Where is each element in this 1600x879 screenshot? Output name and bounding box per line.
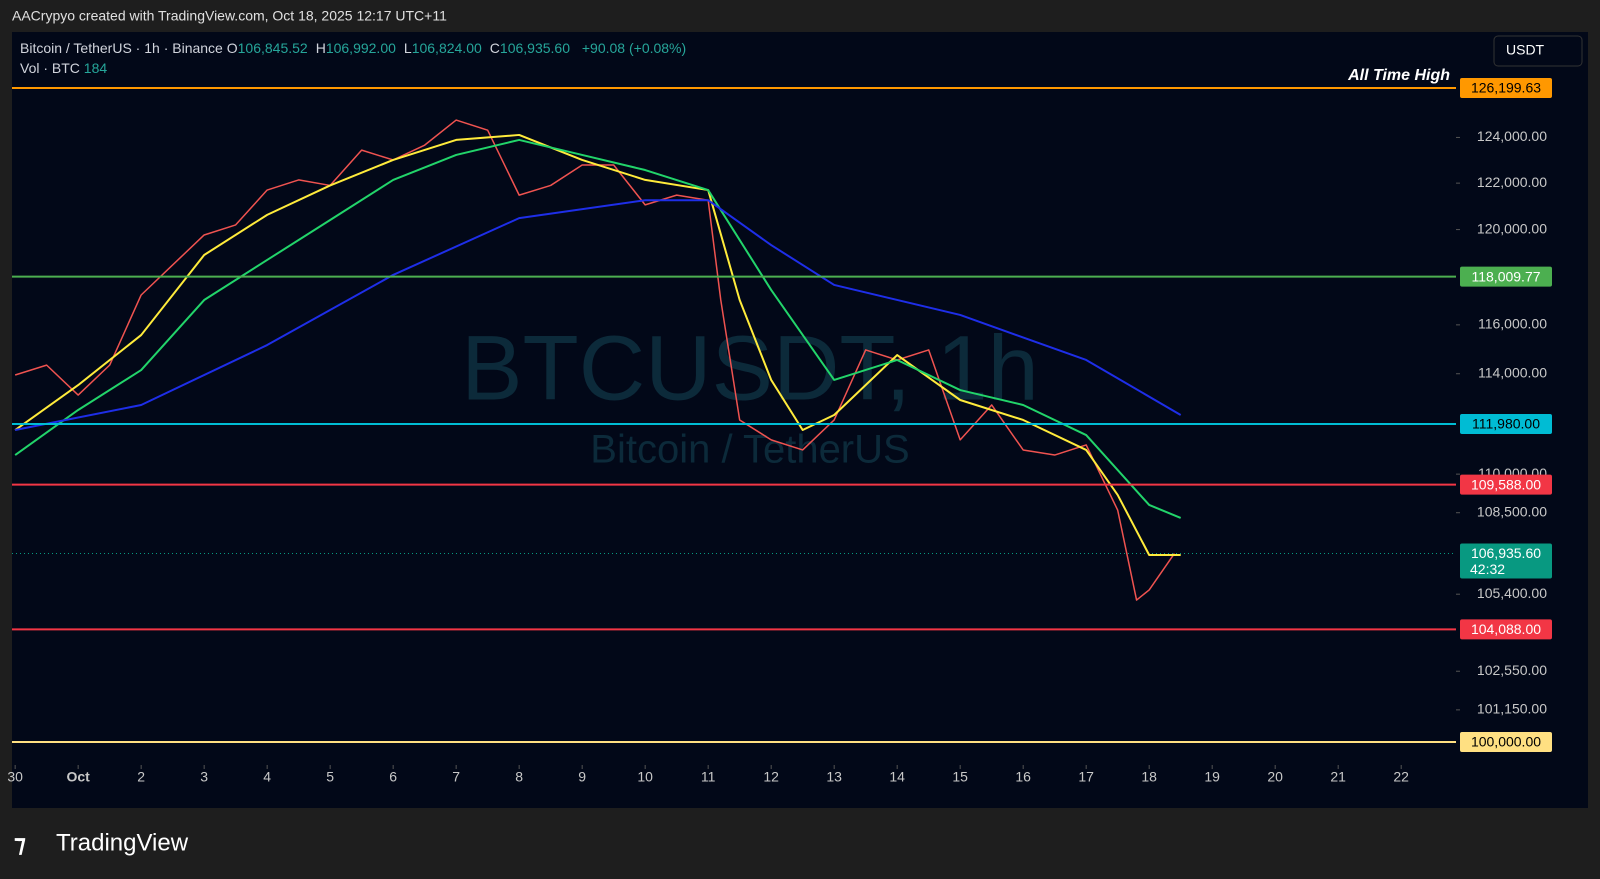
currency-button[interactable]: [1493, 35, 1583, 67]
y-tick-label: 108,500.00: [1477, 503, 1547, 519]
y-tick-label: 122,000.00: [1477, 174, 1547, 190]
level-badge: [1460, 732, 1552, 753]
level-badge: [1460, 413, 1552, 434]
last-price-label: 106,935.60: [1471, 545, 1541, 561]
y-tick-label: 102,550.00: [1477, 662, 1547, 678]
series-line: [14, 119, 1175, 601]
x-tick-label: 18: [1141, 769, 1157, 785]
symbol: Bitcoin / TetherUS · 1h · Binance: [20, 40, 223, 56]
x-tick-label: 6: [389, 769, 397, 785]
x-tick-label: 30: [7, 769, 23, 785]
level-label: 126,199.63: [1471, 80, 1541, 96]
y-tick-label: 101,150.00: [1477, 701, 1547, 717]
y-tick-label: 120,000.00: [1477, 220, 1547, 236]
chart-panel: [12, 32, 1588, 808]
ohlc-key: O: [226, 40, 238, 56]
level-note: All Time High: [1347, 67, 1450, 84]
x-tick-label: 22: [1393, 769, 1409, 785]
level-label: 118,009.77: [1471, 268, 1540, 284]
x-tick-label: 15: [952, 769, 968, 785]
x-tick-label: 12: [763, 769, 779, 785]
x-tick-label: 8: [515, 769, 523, 785]
x-tick-label: 16: [1015, 769, 1031, 785]
ohlc-key: C: [489, 40, 500, 56]
legend: Bitcoin / TetherUS · 1h · Binance O106,8…: [20, 40, 694, 56]
level-badge: [1460, 474, 1552, 495]
x-tick-label: 4: [263, 769, 271, 785]
change: +90.08 (+0.08%): [581, 40, 687, 56]
x-tick-label: Oct: [66, 769, 90, 785]
brand-icon: ⁊: [14, 830, 26, 857]
x-tick-label: 20: [1267, 769, 1283, 785]
y-tick-label: 114,000.00: [1478, 364, 1547, 380]
level-badge: [1460, 78, 1552, 99]
series-line: [14, 199, 1182, 432]
ohlc-value: 106,845.52: [237, 40, 308, 56]
volume-label: Vol · BTC: [20, 60, 80, 76]
y-tick-label: 105,400.00: [1477, 585, 1547, 601]
level-badge: [1460, 619, 1552, 640]
ohlc-value: 106,935.60: [499, 40, 570, 56]
x-tick-label: 14: [889, 769, 905, 785]
x-tick-label: 17: [1078, 769, 1094, 785]
x-tick-label: 11: [701, 769, 716, 785]
level-label: 104,088.00: [1471, 621, 1541, 637]
x-tick-label: 13: [826, 769, 842, 785]
volume-legend: Vol · BTC 184: [20, 60, 115, 76]
x-tick-label: 9: [578, 769, 586, 785]
countdown: 42:32: [1470, 561, 1505, 577]
level-badge: [1460, 266, 1552, 287]
x-tick-label: 10: [637, 769, 653, 785]
watermark-sub: Bitcoin / TetherUS: [590, 428, 909, 472]
watermark: BTCUSDT, 1h: [461, 317, 1039, 419]
level-label: 100,000.00: [1471, 734, 1541, 750]
level-label: 111,980.00: [1472, 416, 1540, 432]
ohlc-key: H: [315, 40, 326, 56]
currency-label[interactable]: USDT: [1506, 42, 1545, 58]
ohlc: O106,845.52 H106,992.00 L106,824.00 C106,93…: [227, 40, 578, 56]
last-price-badge: [1460, 543, 1552, 579]
y-tick-label: 124,000.00: [1477, 128, 1547, 144]
brand: TradingView: [56, 829, 189, 856]
caption: AACrypyo created with TradingView.com, O…: [12, 8, 447, 24]
x-tick-label: 2: [137, 769, 145, 785]
y-tick-label: 116,000.00: [1478, 316, 1547, 332]
ohlc-value: 106,824.00: [411, 40, 482, 56]
x-tick-label: 19: [1204, 769, 1220, 785]
x-tick-label: 5: [326, 769, 334, 785]
level-label: 109,588.00: [1471, 476, 1541, 492]
ohlc-value: 106,992.00: [325, 40, 396, 56]
x-tick-label: 3: [200, 769, 208, 785]
volume-value: 184: [83, 60, 108, 76]
x-tick-label: 7: [452, 769, 460, 785]
series-line: [14, 138, 1182, 519]
x-tick-label: 21: [1330, 769, 1346, 785]
ohlc-key: L: [403, 40, 412, 56]
